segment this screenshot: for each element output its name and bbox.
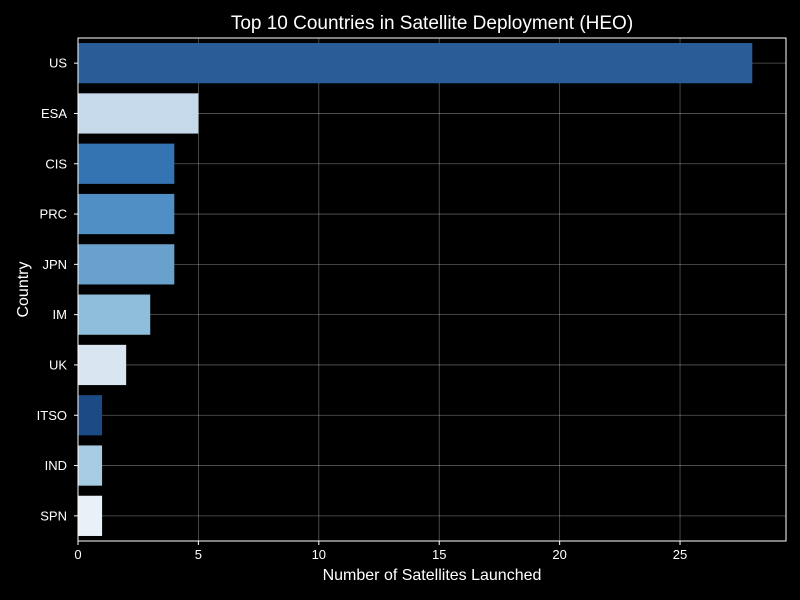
bar-cis bbox=[78, 143, 175, 184]
x-tick-label: 10 bbox=[312, 547, 326, 562]
y-tick-label: ESA bbox=[41, 106, 67, 121]
y-axis: US ESA CIS PRC JPN IM UK ITSO IND SPN bbox=[37, 56, 78, 523]
x-tick-label: 15 bbox=[432, 547, 446, 562]
y-tick-label: US bbox=[49, 56, 67, 71]
y-axis-label: Country bbox=[15, 261, 32, 317]
bar-ind bbox=[78, 445, 103, 486]
bars bbox=[78, 43, 753, 536]
grid-lines bbox=[77, 38, 786, 541]
bar-itso bbox=[78, 395, 103, 436]
bar-us bbox=[78, 43, 753, 84]
bar-prc bbox=[78, 193, 175, 235]
x-axis: 0 5 10 15 20 25 bbox=[74, 541, 687, 562]
y-tick-label: CIS bbox=[45, 156, 67, 171]
bar-esa bbox=[78, 93, 199, 134]
x-tick-label: 5 bbox=[195, 547, 202, 562]
y-tick-label: UK bbox=[49, 357, 67, 372]
y-tick-label: IM bbox=[53, 307, 67, 322]
y-tick-label: IND bbox=[45, 458, 67, 473]
bar-uk bbox=[78, 344, 127, 386]
plot-frame bbox=[77, 37, 787, 542]
chart-title: Top 10 Countries in Satellite Deployment… bbox=[231, 13, 633, 34]
x-tick-label: 25 bbox=[673, 547, 687, 562]
x-tick-label: 0 bbox=[74, 547, 81, 562]
y-tick-label: ITSO bbox=[37, 408, 67, 423]
y-tick-label: JPN bbox=[42, 257, 67, 272]
bar-spn bbox=[78, 495, 103, 536]
bar-jpn bbox=[78, 244, 175, 285]
y-tick-label: PRC bbox=[40, 207, 67, 222]
x-axis-label: Number of Satellites Launched bbox=[323, 567, 542, 584]
bar-im bbox=[78, 294, 151, 335]
y-tick-label: SPN bbox=[40, 508, 67, 523]
x-tick-label: 20 bbox=[552, 547, 566, 562]
